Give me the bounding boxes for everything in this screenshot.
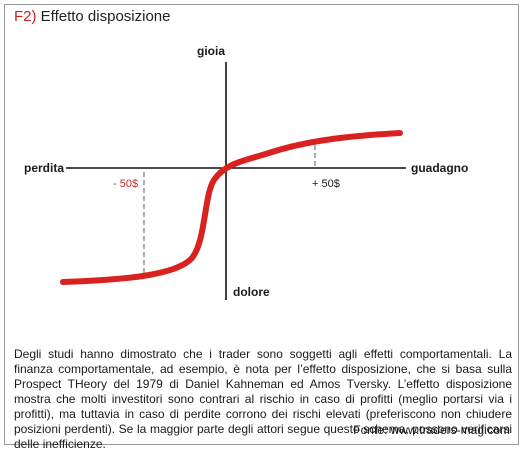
negative-marker-label: - 50$ <box>113 178 138 190</box>
axis-label-top: gioia <box>197 44 225 58</box>
value-curve <box>60 130 403 285</box>
source-credit: Fonte: www.traders-mag.com <box>353 423 510 437</box>
axis-label-bottom: dolore <box>233 285 270 299</box>
value-function-diagram: gioia dolore perdita guadagno - 50$ + 50… <box>24 44 468 300</box>
axis-label-right: guadagno <box>411 161 468 175</box>
figure-frame <box>4 4 519 445</box>
description-paragraph: Degli studi hanno dimostrato che i trade… <box>14 347 512 451</box>
positive-marker-label: + 50$ <box>312 178 340 190</box>
axis-label-left: perdita <box>24 161 64 175</box>
figure-title-text: Effetto disposizione <box>40 8 171 25</box>
figure-title: F2) Effetto disposizione <box>14 8 170 25</box>
figure-number: F2) <box>14 8 37 25</box>
